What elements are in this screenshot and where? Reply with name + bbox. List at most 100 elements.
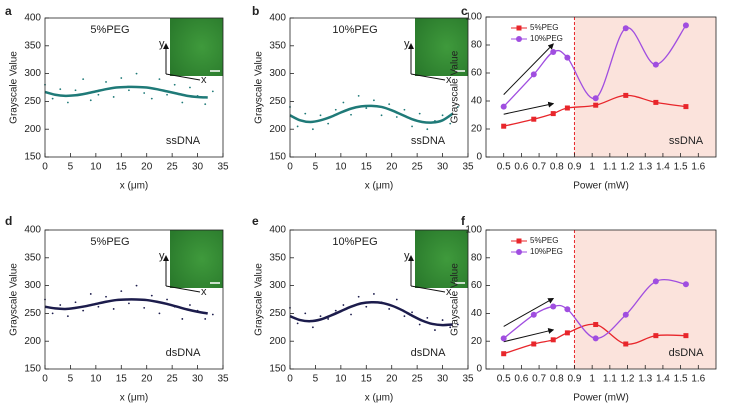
data-point	[82, 78, 85, 81]
x-tick-label: 1.3	[638, 374, 652, 385]
data-point	[128, 302, 130, 305]
marker	[564, 54, 571, 61]
panel-letter: d	[5, 214, 12, 228]
x-tick-label: 25	[412, 374, 424, 385]
data-point	[143, 92, 146, 94]
data-point	[304, 312, 307, 315]
x-tick-label: 30	[192, 374, 204, 385]
inset-x-label: x	[446, 286, 452, 298]
inset-image	[170, 230, 223, 288]
shaded-region	[574, 230, 716, 369]
y-axis-label: Grayscale Value	[450, 263, 461, 336]
legend-label: 5%PEG	[530, 23, 558, 32]
x-axis-label: Power (mW)	[573, 393, 629, 404]
marker	[623, 341, 629, 347]
x-tick-label: 0.7	[532, 374, 546, 385]
data-point	[296, 125, 299, 128]
plot-frame	[289, 17, 469, 158]
data-point	[128, 89, 130, 92]
marker	[530, 71, 537, 78]
x-axis-label: x (μm)	[365, 393, 394, 404]
x-tick-label: 30	[437, 374, 449, 385]
y-tick-label: 150	[269, 152, 286, 163]
data-point	[342, 101, 345, 104]
data-point	[403, 108, 406, 111]
data-point	[388, 103, 391, 106]
condition-text: 5%PEG	[90, 236, 129, 248]
marker	[682, 281, 689, 288]
marker	[500, 335, 507, 342]
data-point	[411, 311, 413, 314]
data-point	[211, 90, 214, 93]
data-point	[59, 304, 62, 306]
plot-frame	[44, 229, 224, 370]
y-tick-label: 80	[471, 40, 483, 51]
y-tick-label: 80	[471, 252, 483, 263]
x-axis-label: Power (mW)	[573, 181, 629, 192]
panel-letter: a	[5, 4, 12, 18]
data-point	[211, 313, 214, 316]
data-point	[59, 88, 62, 91]
data-point	[189, 304, 191, 306]
data-point	[426, 128, 429, 131]
dna-label: ssDNA	[669, 135, 704, 147]
marker	[500, 103, 507, 110]
marker	[550, 111, 556, 117]
inset-x-label: x	[201, 286, 207, 298]
marker	[564, 306, 571, 313]
x-tick-label: 10	[335, 162, 347, 173]
data-point	[426, 316, 429, 319]
plot-frame	[485, 229, 717, 370]
legend-marker	[516, 238, 522, 244]
data-point	[418, 112, 421, 115]
data-point	[441, 319, 444, 321]
x-tick-label: 0	[287, 374, 293, 385]
y-tick-label: 400	[24, 225, 41, 236]
data-point	[51, 312, 54, 315]
y-tick-label: 100	[465, 12, 482, 23]
x-tick-label: 0	[42, 162, 48, 173]
x-tick-label: 20	[386, 162, 398, 173]
x-tick-label: 15	[116, 162, 128, 173]
y-axis-label: Grayscale Value	[450, 50, 461, 123]
marker	[622, 311, 629, 318]
x-tick-label: 35	[217, 162, 229, 173]
data-point	[365, 305, 368, 308]
dna-label: ssDNA	[166, 135, 201, 147]
x-tick-label: 0	[42, 374, 48, 385]
trend-arrow	[503, 43, 554, 95]
x-tick-label: 1.6	[691, 374, 705, 385]
marker	[593, 102, 599, 108]
data-point	[166, 298, 168, 301]
y-tick-label: 300	[24, 280, 41, 291]
data-point	[418, 323, 421, 326]
marker	[531, 116, 537, 122]
x-axis-label: x (μm)	[120, 181, 149, 192]
y-tick-label: 250	[24, 308, 41, 319]
marker	[683, 333, 689, 339]
fit-curve	[289, 104, 454, 124]
x-tick-label: 1.5	[674, 162, 688, 173]
data-point	[89, 99, 92, 102]
x-tick-label: 1	[589, 162, 595, 173]
data-point	[143, 306, 146, 309]
marker	[530, 311, 537, 318]
y-axis-label: Grayscale Value	[254, 263, 265, 336]
data-point	[66, 315, 69, 318]
legend-marker	[516, 249, 522, 255]
marker	[682, 22, 689, 29]
inset-x-label: x	[446, 74, 452, 86]
data-point	[456, 106, 459, 108]
data-point	[135, 284, 138, 287]
inset-y-label: y	[159, 250, 165, 262]
y-tick-label: 350	[24, 252, 41, 263]
data-point	[434, 329, 436, 331]
condition-text: 10%PEG	[332, 24, 377, 36]
series-line	[503, 25, 687, 108]
x-axis-label: x (μm)	[365, 181, 394, 192]
x-tick-label: 20	[386, 374, 398, 385]
legend-marker	[516, 36, 522, 42]
x-tick-label: 0.9	[568, 374, 582, 385]
marker	[592, 95, 599, 102]
x-tick-label: 10	[90, 162, 102, 173]
